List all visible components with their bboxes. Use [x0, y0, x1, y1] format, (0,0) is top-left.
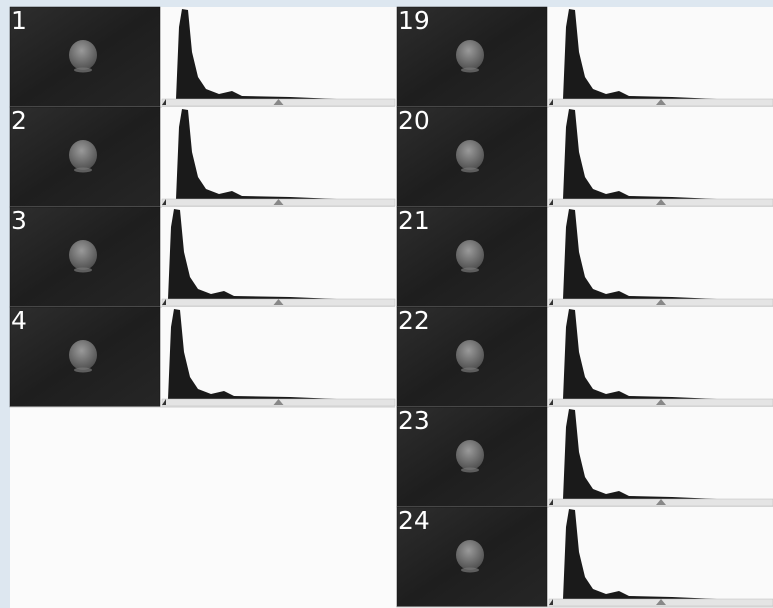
panel-label: 4: [11, 306, 27, 335]
panel: 24: [397, 506, 773, 607]
moon-object: [456, 240, 484, 270]
moon-shadow: [74, 168, 92, 173]
panel: 20: [397, 106, 773, 207]
moon-object: [456, 140, 484, 170]
moon-object: [456, 440, 484, 470]
panel-label: 1: [11, 6, 27, 35]
panel: 1: [10, 6, 395, 107]
panel-label: 24: [398, 506, 430, 535]
moon-shadow: [74, 368, 92, 373]
moon-object: [69, 340, 97, 370]
moon-shadow: [74, 68, 92, 73]
panel: 2: [10, 106, 395, 207]
panel-label: 21: [398, 206, 430, 235]
moon-object: [69, 140, 97, 170]
histogram-bg: [162, 207, 395, 299]
moon-shadow: [461, 568, 479, 573]
panel-label: 20: [398, 106, 430, 135]
moon-object: [456, 340, 484, 370]
moon-object: [456, 540, 484, 570]
panel-label: 3: [11, 206, 27, 235]
panel: 3: [10, 206, 395, 307]
panel-label: 22: [398, 306, 430, 335]
moon-shadow: [74, 268, 92, 273]
moon-shadow: [461, 368, 479, 373]
panel: 19: [397, 6, 773, 107]
moon-shadow: [461, 68, 479, 73]
screen: 1234192021222324: [0, 0, 773, 608]
panel: 21: [397, 206, 773, 307]
moon-shadow: [461, 168, 479, 173]
moon-shadow: [461, 468, 479, 473]
panel-label: 23: [398, 406, 430, 435]
panel: 22: [397, 306, 773, 407]
panel: 4: [10, 306, 395, 407]
moon-shadow: [461, 268, 479, 273]
panel: 23: [397, 406, 773, 507]
histogram-bg: [162, 307, 395, 399]
page: 1234192021222324 (() => { const data = J…: [0, 0, 773, 608]
moon-object: [456, 40, 484, 70]
moon-object: [69, 40, 97, 70]
panel-label: 19: [398, 6, 430, 35]
panel-label: 2: [11, 106, 27, 135]
moon-object: [69, 240, 97, 270]
